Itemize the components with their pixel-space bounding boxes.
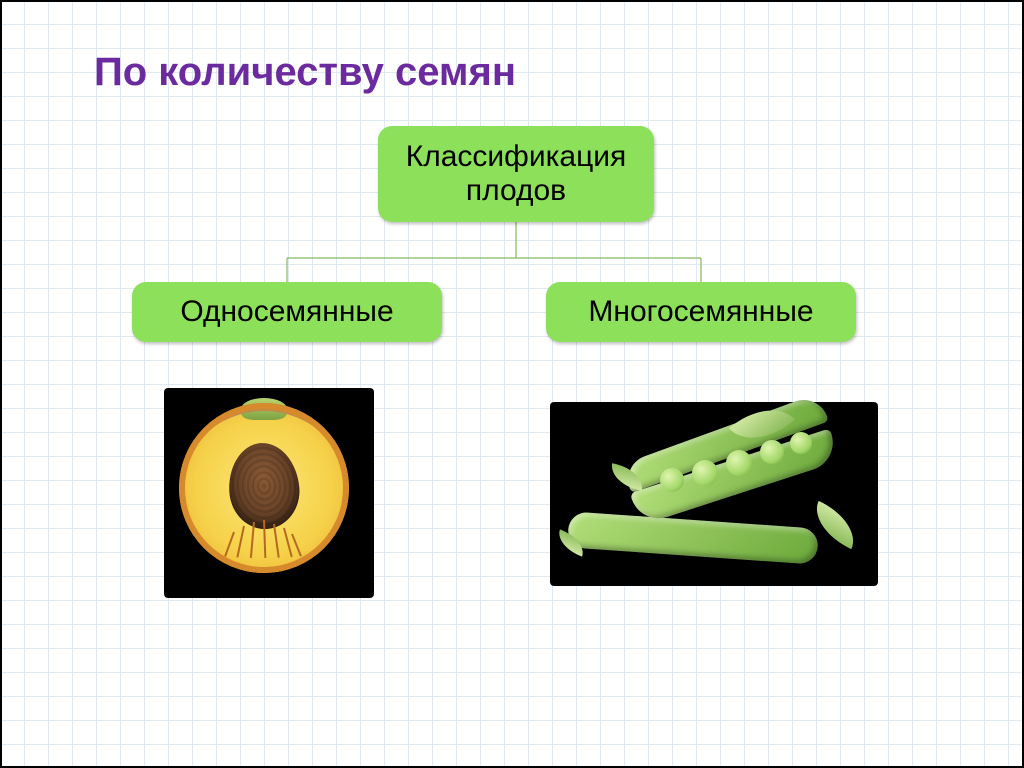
- node-root-line1: Классификация: [406, 140, 627, 174]
- pea-3: [726, 450, 752, 476]
- tree-connectors: [2, 2, 1024, 768]
- image-single-seed-peach: [164, 388, 374, 598]
- title-text: По количеству семян: [94, 50, 516, 94]
- pea-5: [790, 432, 812, 454]
- pea-pod-1: [567, 511, 819, 564]
- node-multi-seed-label: Многосемянные: [588, 295, 813, 329]
- node-root: Классификация плодов: [378, 126, 654, 222]
- node-single-seed: Односемянные: [132, 282, 442, 342]
- image-multi-seed-peapods: [550, 402, 878, 586]
- slide-title: По количеству семян: [94, 50, 516, 95]
- pea-4: [760, 440, 784, 464]
- node-single-seed-label: Односемянные: [180, 295, 393, 329]
- pea-2: [692, 460, 718, 486]
- node-root-line2: плодов: [466, 174, 566, 208]
- node-multi-seed: Многосемянные: [546, 282, 856, 342]
- peach-skin-edge: [179, 403, 349, 573]
- pea-1: [660, 468, 684, 492]
